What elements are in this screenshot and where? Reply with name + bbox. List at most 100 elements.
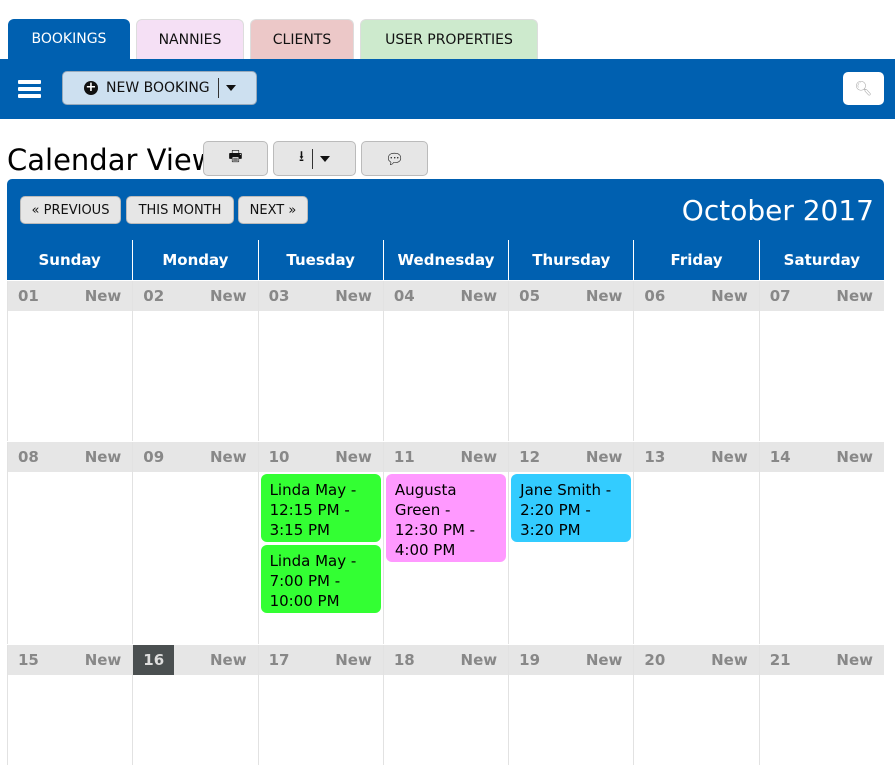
new-booking-link[interactable]: New xyxy=(836,448,873,466)
new-booking-link[interactable]: New xyxy=(460,651,498,669)
day-cell[interactable]: 02 New xyxy=(132,281,258,441)
new-booking-link[interactable]: New xyxy=(711,651,748,669)
comment-button[interactable]: 💬︎ xyxy=(361,141,428,176)
day-body[interactable] xyxy=(8,311,132,441)
day-cell[interactable]: 19 New xyxy=(508,645,634,765)
day-cell[interactable]: 08 New xyxy=(7,442,133,644)
day-cell[interactable]: 11 New Augusta Green - 12:30 PM - 4:00 PM xyxy=(382,442,509,644)
day-cell[interactable]: 18 New xyxy=(382,645,509,765)
day-cell[interactable]: 04 New xyxy=(382,281,509,441)
day-body[interactable] xyxy=(760,311,884,441)
chevron-down-icon[interactable] xyxy=(320,155,331,162)
day-body[interactable] xyxy=(634,675,758,765)
day-body[interactable] xyxy=(133,311,257,441)
day-header: 05 New xyxy=(509,281,634,311)
day-body[interactable] xyxy=(384,675,508,765)
day-cell[interactable]: 14 New xyxy=(758,442,884,644)
day-header: 17 New xyxy=(258,645,383,675)
tab-clients[interactable]: CLIENTS xyxy=(250,19,354,59)
print-button[interactable]: 🖶︎ xyxy=(203,141,268,176)
day-header: 02 New xyxy=(133,281,258,311)
booking-event[interactable]: Linda May - 7:00 PM - 10:00 PM xyxy=(260,545,381,613)
new-booking-link[interactable]: New xyxy=(585,651,623,669)
new-booking-button[interactable]: + NEW BOOKING xyxy=(62,71,257,105)
day-number: 07 xyxy=(769,287,791,305)
this-month-button[interactable]: THIS MONTH xyxy=(126,196,234,224)
booking-event[interactable]: Jane Smith - 2:20 PM - 3:20 PM xyxy=(511,474,632,542)
tab-nannies[interactable]: NANNIES xyxy=(136,19,244,59)
day-body[interactable] xyxy=(509,311,633,441)
weekday-tuesday: Tuesday xyxy=(257,240,383,280)
previous-button[interactable]: « PREVIOUS xyxy=(20,196,121,224)
day-cell[interactable]: 07 New xyxy=(758,281,884,441)
new-booking-link[interactable]: New xyxy=(209,448,247,466)
new-booking-link[interactable]: New xyxy=(84,651,122,669)
toolbar: + NEW BOOKING 🔍︎ xyxy=(0,59,895,119)
new-booking-link[interactable]: New xyxy=(711,448,748,466)
next-button[interactable]: NEXT » xyxy=(238,196,308,224)
day-body[interactable]: Jane Smith - 2:20 PM - 3:20 PM xyxy=(509,472,633,644)
day-body[interactable] xyxy=(259,675,383,765)
day-cell[interactable]: 17 New xyxy=(257,645,383,765)
day-number: 01 xyxy=(18,287,39,305)
search-button[interactable]: 🔍︎ xyxy=(843,72,884,105)
new-booking-link[interactable]: New xyxy=(460,448,498,466)
day-cell[interactable]: 03 New xyxy=(257,281,383,441)
chevron-down-icon[interactable] xyxy=(225,85,236,91)
day-header: 13 New xyxy=(634,442,759,472)
day-cell[interactable]: 20 New xyxy=(633,645,759,765)
new-booking-link[interactable]: New xyxy=(209,287,247,305)
new-booking-link[interactable]: New xyxy=(836,287,873,305)
week-row: 01 New 02 New 03 New 04 New 05 New 06 New 07 New xyxy=(7,280,884,441)
new-booking-link[interactable]: New xyxy=(460,287,498,305)
new-booking-link[interactable]: New xyxy=(335,448,372,466)
page-title: Calendar View xyxy=(7,143,216,177)
day-number: 16 xyxy=(133,645,175,675)
day-cell[interactable]: 09 New xyxy=(132,442,258,644)
day-body[interactable] xyxy=(8,675,132,765)
day-body[interactable] xyxy=(384,311,508,441)
new-booking-link[interactable]: New xyxy=(335,287,372,305)
day-body[interactable]: Augusta Green - 12:30 PM - 4:00 PM xyxy=(384,472,508,644)
new-booking-label: NEW BOOKING xyxy=(106,80,210,96)
day-cell[interactable]: 05 New xyxy=(508,281,634,441)
day-cell[interactable]: 13 New xyxy=(633,442,759,644)
day-number: 06 xyxy=(644,287,666,305)
day-body[interactable] xyxy=(509,675,633,765)
day-body[interactable] xyxy=(8,472,132,644)
day-header: 08 New xyxy=(8,442,133,472)
tab-user-properties[interactable]: USER PROPERTIES xyxy=(360,19,538,59)
day-body[interactable] xyxy=(760,472,884,644)
day-cell[interactable]: 10 New Linda May - 12:15 PM - 3:15 PM Linda… xyxy=(257,442,383,644)
day-cell[interactable]: 16 New xyxy=(132,645,258,765)
new-booking-link[interactable]: New xyxy=(836,651,873,669)
tab-bookings[interactable]: BOOKINGS xyxy=(8,19,130,59)
day-header: 15 New xyxy=(8,645,133,675)
hamburger-icon[interactable] xyxy=(18,80,41,98)
new-booking-link[interactable]: New xyxy=(711,287,748,305)
day-body[interactable] xyxy=(634,311,758,441)
new-booking-link[interactable]: New xyxy=(84,287,122,305)
calendar: « PREVIOUS THIS MONTH NEXT » October 201… xyxy=(7,179,884,765)
print-icon: 🖶︎ xyxy=(228,147,243,165)
booking-event[interactable]: Linda May - 12:15 PM - 3:15 PM xyxy=(260,474,381,542)
day-body[interactable] xyxy=(133,675,257,765)
new-booking-link[interactable]: New xyxy=(585,448,623,466)
day-cell[interactable]: 01 New xyxy=(7,281,133,441)
booking-event[interactable]: Augusta Green - 12:30 PM - 4:00 PM xyxy=(385,474,507,562)
day-cell[interactable]: 21 New xyxy=(758,645,884,765)
day-body[interactable] xyxy=(133,472,257,644)
day-body[interactable] xyxy=(760,675,884,765)
new-booking-link[interactable]: New xyxy=(209,651,247,669)
day-body[interactable] xyxy=(634,472,758,644)
download-button[interactable]: ⭳ xyxy=(273,141,356,176)
day-header: 07 New xyxy=(759,281,884,311)
day-cell[interactable]: 06 New xyxy=(633,281,759,441)
day-body[interactable]: Linda May - 12:15 PM - 3:15 PM Linda May … xyxy=(259,472,383,644)
day-cell[interactable]: 12 New Jane Smith - 2:20 PM - 3:20 PM xyxy=(508,442,634,644)
new-booking-link[interactable]: New xyxy=(585,287,623,305)
day-body[interactable] xyxy=(259,311,383,441)
day-cell[interactable]: 15 New xyxy=(7,645,133,765)
new-booking-link[interactable]: New xyxy=(335,651,372,669)
new-booking-link[interactable]: New xyxy=(84,448,122,466)
